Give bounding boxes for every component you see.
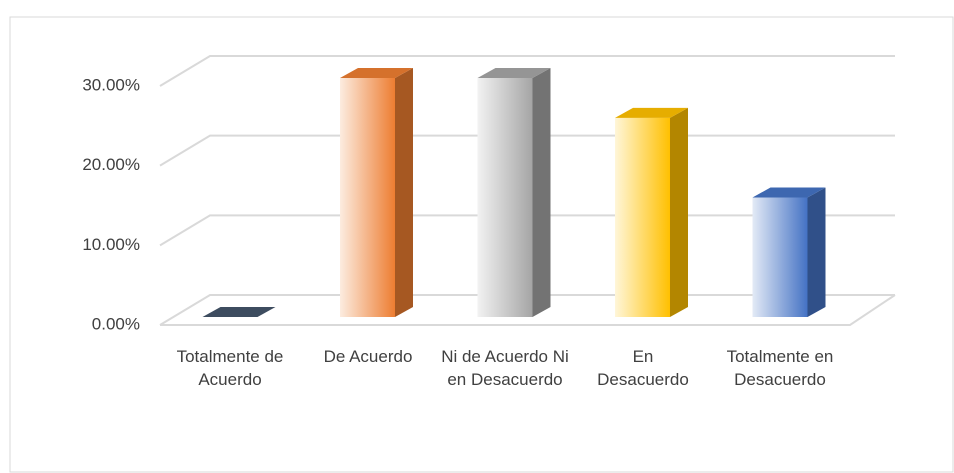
y-tick-label: 20.00%	[82, 155, 140, 174]
floor	[160, 294, 896, 326]
bar	[615, 107, 688, 317]
x-tick-label: Totalmente de Acuerdo	[176, 347, 284, 389]
x-tick-label: Totalmente en Desacuerdo	[726, 347, 834, 389]
bar	[340, 68, 413, 317]
x-tick-label: De Acuerdo	[323, 347, 413, 366]
x-tick-label: En Desacuerdo	[597, 347, 689, 389]
y-tick-label: 0.00%	[92, 314, 140, 333]
grid-line	[159, 55, 895, 87]
chart-border	[9, 16, 954, 473]
bar	[202, 307, 276, 317]
bar	[477, 68, 551, 317]
x-tick-label: Ni de Acuerdo Ni en Desacuerdo	[441, 347, 569, 389]
y-tick-label: 30.00%	[82, 75, 140, 94]
y-tick-label: 10.00%	[82, 235, 140, 254]
bar	[752, 187, 826, 317]
